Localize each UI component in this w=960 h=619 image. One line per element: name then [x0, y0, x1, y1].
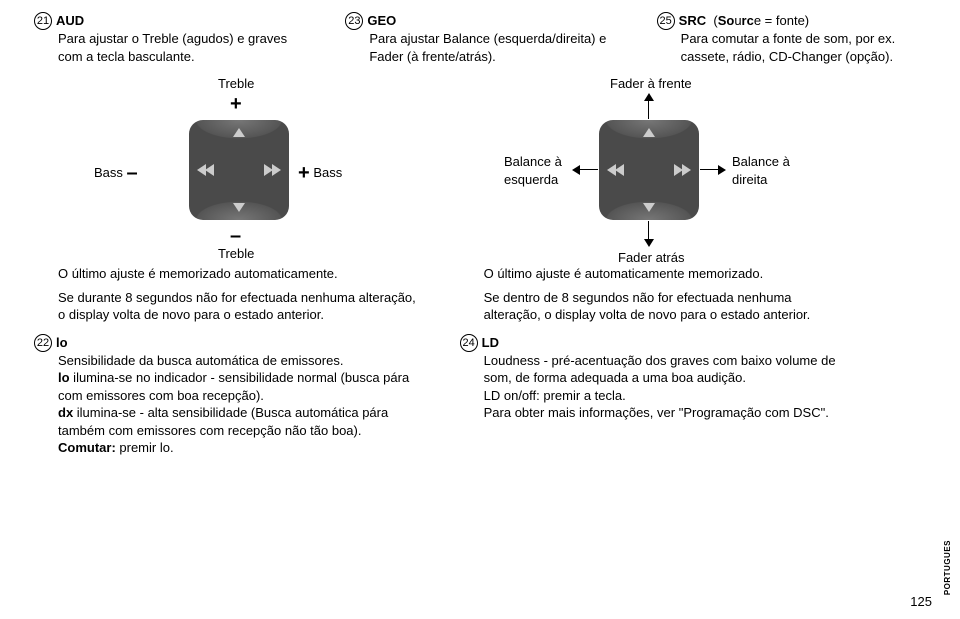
arrow-stem [580, 169, 598, 170]
ref-circle: 22 [34, 334, 52, 352]
label-treble-bottom: Treble [218, 245, 254, 263]
label-balance-left: Balance àesquerda [504, 153, 562, 188]
balance-fader-diagram: Fader à frente Balance àesquerda Balance… [504, 75, 794, 265]
plus-icon: + [230, 91, 242, 118]
def-title: AUD [56, 12, 84, 30]
paragraph: O último ajuste é automaticamente memori… [484, 265, 850, 283]
label-treble-top: Treble [218, 75, 254, 93]
paragraph: Comutar: premir lo. [58, 439, 424, 457]
def-title: lo [56, 334, 68, 352]
def-title-extra: (Source = fonte) [710, 13, 809, 28]
arrow-stem [700, 169, 718, 170]
label-bass-left: Bass – [94, 160, 138, 187]
paragraph: Loudness - pré-acentuação dos graves com… [484, 352, 850, 387]
label-bass-right: + Bass [298, 160, 342, 187]
def-geo: 23 GEO Para ajustar Balance (esquerda/di… [345, 12, 620, 65]
ref-circle: 21 [34, 12, 52, 30]
rocker-pad-icon [189, 120, 289, 220]
top-definitions: 21 AUD Para ajustar o Treble (agudos) e … [34, 12, 932, 65]
label-fader-top: Fader à frente [610, 75, 692, 93]
def-aud: 21 AUD Para ajustar o Treble (agudos) e … [34, 12, 309, 65]
page-number: 125 [910, 593, 932, 611]
spacer [885, 265, 932, 457]
def-title: LD [482, 334, 499, 352]
paragraph: Sensibilidade da busca automática de emi… [58, 352, 424, 370]
arrow-left-icon [572, 165, 580, 175]
ref-circle: 25 [657, 12, 675, 30]
def-body: Para ajustar o Treble (agudos) e graves … [58, 30, 309, 65]
def-title: GEO [367, 12, 396, 30]
def-src: 25 SRC (Source = fonte) Para comutar a f… [657, 12, 932, 65]
paragraph: LD on/off: premir a tecla. [484, 387, 850, 405]
arrow-down-icon [644, 239, 654, 247]
left-column: O último ajuste é memorizado automaticam… [34, 265, 424, 457]
paragraph: O último ajuste é memorizado automaticam… [58, 265, 424, 283]
paragraph: lo ilumina-se no indicador - sensibilida… [58, 369, 424, 404]
paragraph: dx ilumina-se - alta sensibilidade (Busc… [58, 404, 424, 439]
arrow-right-icon [718, 165, 726, 175]
right-column: O último ajuste é automaticamente memori… [460, 265, 850, 457]
ref-circle: 24 [460, 334, 478, 352]
bottom-text: O último ajuste é memorizado automaticam… [34, 265, 932, 457]
paragraph: Se dentro de 8 segundos não for efectuad… [484, 289, 850, 324]
def-body: Para comutar a fonte de som, por ex. cas… [681, 30, 932, 65]
ref-circle: 23 [345, 12, 363, 30]
arrow-stem [648, 221, 649, 239]
language-tab: PORTUGUES [943, 540, 954, 595]
label-fader-bottom: Fader atrás [618, 249, 684, 267]
paragraph: Para obter mais informações, ver "Progra… [484, 404, 850, 422]
treble-bass-diagram: Treble + Bass – + Bass – Treble [94, 75, 384, 265]
arrow-stem [648, 101, 649, 119]
rocker-pad-icon [599, 120, 699, 220]
arrow-up-icon [644, 93, 654, 101]
label-balance-right: Balance àdireita [732, 153, 790, 188]
def-title: SRC [679, 13, 706, 28]
diagrams: Treble + Bass – + Bass – Treble Fader à … [94, 75, 932, 265]
def-body: Para ajustar Balance (esquerda/direita) … [369, 30, 620, 65]
paragraph: Se durante 8 segundos não for efectuada … [58, 289, 424, 324]
